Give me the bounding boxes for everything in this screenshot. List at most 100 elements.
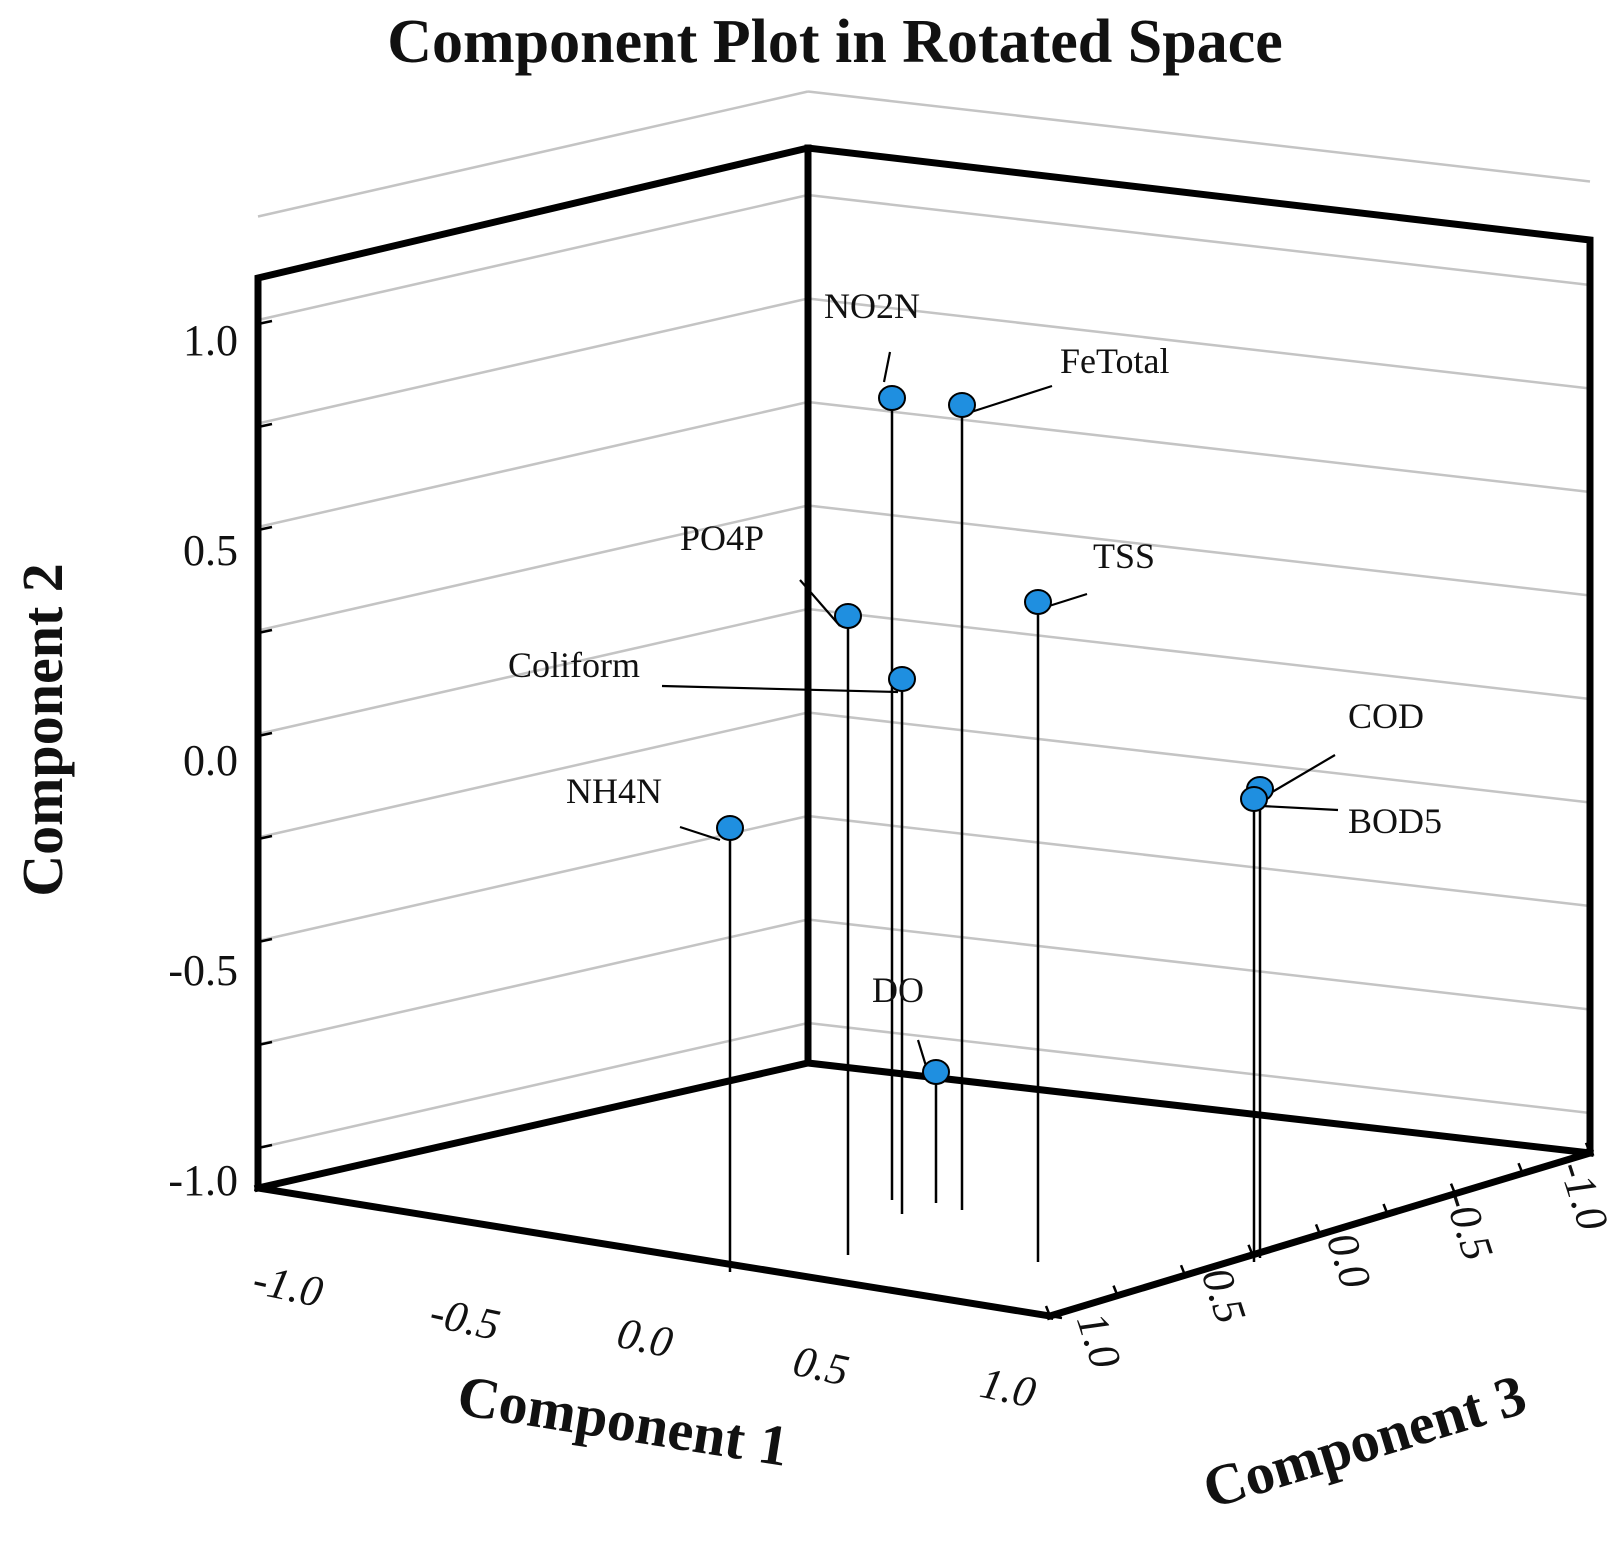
point-label: NO2N <box>824 286 920 326</box>
y-axis-tick <box>257 1143 273 1150</box>
frame-back-outline <box>254 144 1594 1192</box>
y-tick-label: -0.5 <box>168 946 238 995</box>
label-leader-line <box>679 825 721 842</box>
point-marker <box>1024 589 1052 615</box>
grid-line <box>257 918 809 1046</box>
z-axis-tick <box>1179 1264 1187 1276</box>
grid-line <box>257 504 809 632</box>
z-axis-tick <box>1584 1142 1592 1154</box>
point-label: PO4P <box>680 518 764 558</box>
grid-line <box>257 90 809 218</box>
y-tick-labels: 1.0 0.5 0.0 -0.5 -1.0 <box>168 316 238 1205</box>
label-leader-line <box>967 384 1053 415</box>
grid-line <box>807 918 1591 1011</box>
x-axis-tick <box>950 1298 964 1304</box>
x-axis-tick <box>257 1186 271 1192</box>
data-point: FeTotal <box>948 341 1169 1210</box>
x-tick-label: -0.5 <box>426 1288 504 1350</box>
grid-line <box>257 607 809 736</box>
chart-title: Component Plot in Rotated Space <box>387 8 1283 76</box>
grid-line <box>807 90 1591 183</box>
data-point: NO2N <box>824 286 920 1200</box>
y-axis-tick <box>257 525 273 532</box>
point-label: FeTotal <box>1060 341 1169 381</box>
grid-line <box>807 1021 1591 1115</box>
label-leader-line <box>1261 754 1336 799</box>
grid-line <box>807 297 1591 390</box>
point-label: Coliform <box>508 645 640 685</box>
point-label: COD <box>1348 696 1424 736</box>
data-point: Coliform <box>508 645 916 1214</box>
data-point: TSS <box>1024 536 1155 1262</box>
z-axis-tick <box>1112 1285 1119 1297</box>
point-marker <box>1240 786 1268 812</box>
label-leader-line <box>916 1039 928 1067</box>
grid-lines <box>257 90 1591 1150</box>
axis-ticks <box>257 319 1592 1320</box>
grid-line <box>257 400 809 529</box>
x-axis-label: Component 1 <box>453 1363 793 1479</box>
x-axis-tick <box>1049 1314 1063 1320</box>
z-axis-tick <box>1449 1183 1457 1195</box>
point-label: BOD5 <box>1348 801 1442 841</box>
x-axis-tick <box>752 1266 766 1272</box>
data-point: DO <box>872 970 950 1203</box>
y-axis-tick <box>257 1040 273 1047</box>
z-tick-labels: 1.0 0.5 0.0 -0.5 -1.0 <box>1067 1155 1616 1374</box>
frame-floor-left-edge <box>253 1058 813 1193</box>
z-axis-tick <box>1382 1203 1389 1215</box>
x-tick-label: 1.0 <box>976 1358 1040 1417</box>
point-marker <box>878 385 906 411</box>
grid-line <box>257 1021 809 1150</box>
grid-line <box>807 193 1591 287</box>
grid-line <box>807 814 1591 908</box>
data-points: NO2N FeTotal PO4P TSS Coliform COD BOD5 NH4N DO <box>508 286 1442 1272</box>
z-axis-label: Component 3 <box>1195 1362 1533 1522</box>
z-axis-tick <box>1247 1244 1254 1256</box>
label-leader-line <box>799 579 841 627</box>
y-tick-label: 1.0 <box>183 316 238 365</box>
x-tick-label: -1.0 <box>249 1255 327 1317</box>
grid-line <box>257 711 809 839</box>
z-tick-label: 0.0 <box>1317 1227 1381 1294</box>
x-tick-label: 0.5 <box>789 1336 853 1395</box>
x-tick-label: 0.0 <box>613 1308 677 1367</box>
z-axis-tick <box>1314 1223 1322 1235</box>
y-axis-tick <box>257 319 273 326</box>
x-axis-tick <box>851 1282 865 1288</box>
y-tick-label: 0.5 <box>183 526 238 575</box>
point-label: TSS <box>1093 536 1155 576</box>
point-marker <box>716 815 744 841</box>
x-axis-tick <box>356 1202 370 1208</box>
z-axis-tick <box>1044 1305 1052 1317</box>
y-tick-label: 0.0 <box>183 736 238 785</box>
z-axis-tick <box>1517 1162 1524 1174</box>
y-axis-tick <box>257 422 273 429</box>
grid-line <box>257 193 809 322</box>
point-marker <box>888 666 916 692</box>
y-axis-label: Component 2 <box>10 563 75 897</box>
z-tick-label: 1.0 <box>1067 1307 1131 1374</box>
x-axis-tick <box>455 1218 469 1224</box>
z-tick-label: -1.0 <box>1550 1155 1616 1236</box>
label-leader-line <box>661 684 899 694</box>
point-label: DO <box>872 970 924 1010</box>
y-axis-tick <box>257 731 273 738</box>
y-axis-tick <box>257 937 273 944</box>
label-leader-line <box>1261 804 1339 812</box>
x-axis-tick <box>653 1250 667 1256</box>
frame-front-z-edge <box>1045 1148 1595 1321</box>
grid-line <box>807 504 1591 597</box>
point-marker <box>922 1059 950 1085</box>
grid-line <box>257 297 809 425</box>
grid-line <box>807 607 1591 701</box>
point-marker <box>948 392 976 418</box>
data-point: PO4P <box>680 518 862 1255</box>
grid-line <box>257 814 809 943</box>
y-axis-tick <box>257 628 273 635</box>
y-axis-tick <box>257 834 273 841</box>
y-tick-label: -1.0 <box>168 1156 238 1205</box>
grid-line <box>807 711 1591 804</box>
point-label: NH4N <box>566 771 662 811</box>
